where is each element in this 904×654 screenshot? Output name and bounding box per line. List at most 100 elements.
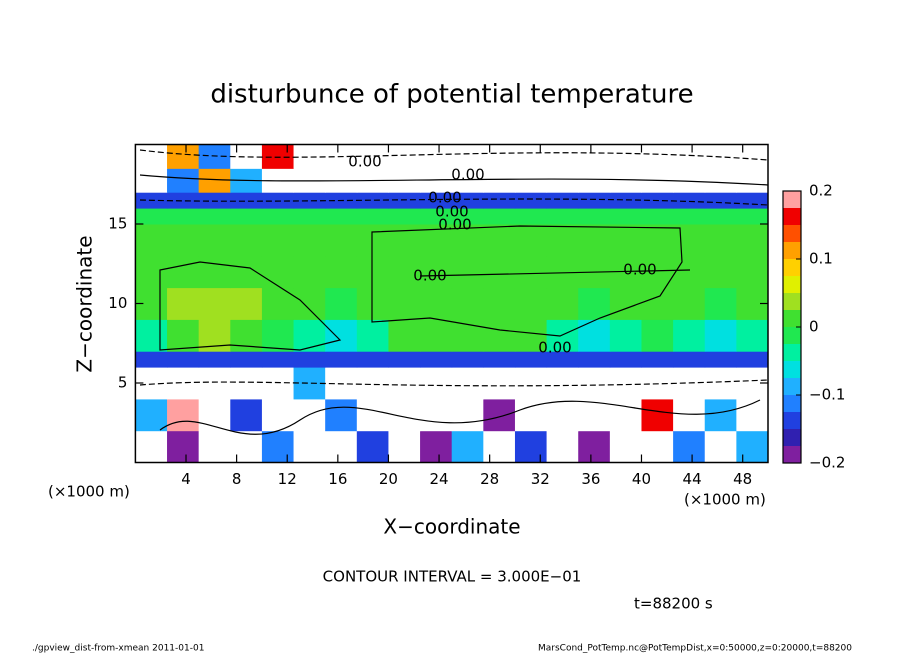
cell: [451, 224, 484, 257]
x-tick-label: 36: [581, 470, 600, 488]
cell: [483, 398, 516, 432]
cell: [167, 398, 200, 432]
cell: [356, 192, 389, 209]
cell: [356, 319, 389, 352]
contour-label: 0.00: [538, 339, 571, 357]
cell: [261, 224, 295, 257]
cell: [135, 255, 168, 289]
cell: [704, 192, 737, 209]
y-tick-label: 5: [118, 374, 128, 392]
contour-label: 0.00: [428, 189, 461, 207]
cell: [356, 224, 389, 257]
cell: [198, 398, 231, 432]
cell: [736, 192, 769, 209]
cell: [609, 398, 642, 432]
cell: [736, 208, 769, 225]
cell: [704, 367, 737, 400]
contour-line: [139, 174, 769, 186]
cell: [546, 398, 579, 432]
cell: [230, 367, 263, 400]
colorbar-tick-label: −0.2: [809, 454, 845, 472]
cell: [198, 255, 231, 289]
cell: [198, 192, 231, 209]
cell: [483, 224, 516, 257]
cell: [293, 208, 326, 225]
cell: [356, 287, 389, 320]
cell: [198, 224, 231, 257]
cell: [578, 398, 611, 432]
cell: [609, 168, 642, 193]
y-tick-label: 15: [108, 215, 127, 233]
contour-label: 0.00: [451, 166, 484, 184]
cell: [135, 144, 168, 169]
cell: [483, 351, 516, 368]
cell: [514, 144, 548, 169]
cell: [356, 255, 389, 289]
colorbar-tick-label: 0: [809, 318, 819, 336]
colorbar-tick-label: 0.2: [809, 182, 833, 200]
cell: [356, 367, 389, 400]
cell: [230, 351, 263, 368]
cell: [325, 255, 358, 289]
cell: [483, 168, 516, 193]
cell: [483, 430, 516, 463]
cell: [673, 319, 706, 352]
cell: [736, 398, 769, 432]
contour-line: [371, 225, 683, 337]
cell: [704, 398, 737, 432]
cell: [167, 255, 200, 289]
cell: [514, 255, 548, 289]
colorbar-swatch: [783, 208, 801, 225]
cell: [451, 430, 484, 463]
cell: [704, 255, 737, 289]
cell: [609, 351, 642, 368]
cell: [483, 192, 516, 209]
colorbar-swatch: [783, 191, 801, 208]
cell: [546, 351, 579, 368]
colorbar-swatch: [783, 310, 801, 327]
cell: [578, 367, 611, 400]
cell: [325, 287, 358, 320]
x-tick-label: 24: [430, 470, 449, 488]
cell: [261, 208, 295, 225]
cell: [514, 168, 548, 193]
cell: [483, 319, 516, 352]
cell: [451, 192, 484, 209]
cell: [609, 319, 642, 352]
cell: [388, 367, 421, 400]
cell: [641, 287, 674, 320]
cell: [704, 168, 737, 193]
cell: [293, 192, 326, 209]
field: [135, 144, 769, 463]
contour-label: 0.00: [623, 261, 656, 279]
cell: [167, 351, 200, 368]
y-axis-label: Z−coordinate: [73, 235, 97, 372]
cell: [546, 255, 579, 289]
cell: [293, 287, 326, 320]
cell: [167, 168, 200, 193]
cell: [325, 319, 358, 352]
cell: [704, 224, 737, 257]
cell: [578, 224, 611, 257]
contour-label: 0.00: [438, 216, 471, 234]
cell: [736, 351, 769, 368]
cell: [736, 255, 769, 289]
cell: [261, 255, 295, 289]
cell: [198, 367, 231, 400]
cell: [167, 144, 200, 169]
x-tick-label: 32: [531, 470, 550, 488]
contour-label: 0.00: [413, 267, 446, 285]
cell: [230, 192, 263, 209]
contour-interval: CONTOUR INTERVAL = 3.000E−01: [323, 568, 582, 586]
cell: [514, 367, 548, 400]
cell: [420, 319, 453, 352]
cell: [546, 367, 579, 400]
cell: [198, 287, 231, 320]
cell: [230, 208, 263, 225]
cell: [167, 224, 200, 257]
x-tick-label: 28: [480, 470, 499, 488]
cell: [135, 351, 168, 368]
cell: [736, 430, 769, 463]
cell: [293, 255, 326, 289]
cell: [736, 144, 769, 169]
